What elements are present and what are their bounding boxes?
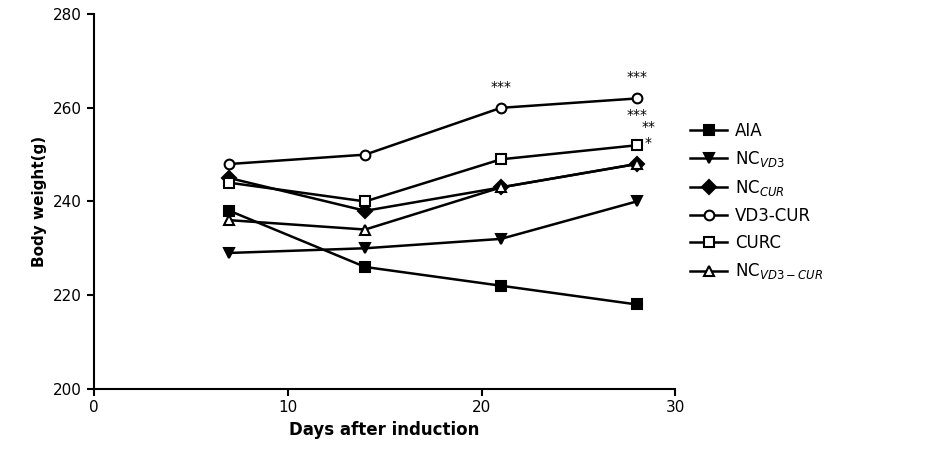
- Legend: AIA, NC$_{VD3}$, NC$_{CUR}$, VD3-CUR, CURC, NC$_{VD3-CUR}$: AIA, NC$_{VD3}$, NC$_{CUR}$, VD3-CUR, CU…: [684, 115, 830, 288]
- Y-axis label: Body weight(g): Body weight(g): [33, 136, 48, 267]
- Text: ***: ***: [491, 80, 511, 94]
- Text: **: **: [642, 119, 656, 134]
- X-axis label: Days after induction: Days after induction: [290, 421, 479, 439]
- Text: ***: ***: [626, 108, 647, 122]
- Text: ***: ***: [626, 71, 647, 84]
- Text: *: *: [644, 136, 652, 150]
